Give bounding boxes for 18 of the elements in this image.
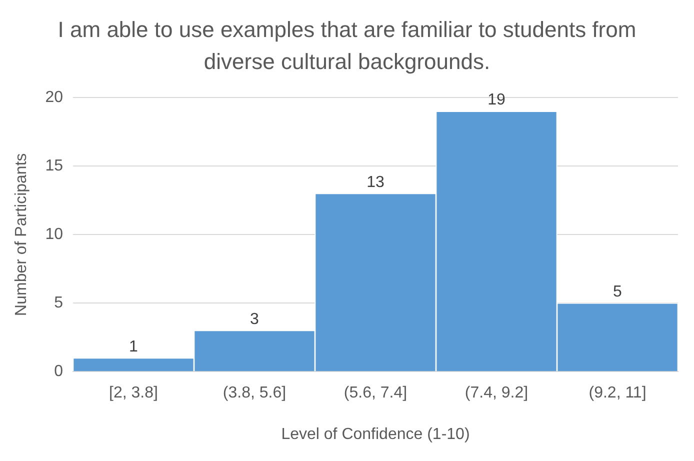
data-label: 19 xyxy=(488,92,506,109)
x-axis-title: Level of Confidence (1-10) xyxy=(281,426,470,443)
y-tick-label: 20 xyxy=(45,89,64,106)
y-tick-label: 0 xyxy=(54,363,64,380)
x-tick-label: (9.2, 11] xyxy=(588,384,646,402)
data-label: 5 xyxy=(613,284,622,301)
x-tick-label: [2, 3.8] xyxy=(109,384,158,402)
y-tick-label: 5 xyxy=(54,294,64,312)
data-label: 1 xyxy=(129,338,138,356)
y-tick-label: 10 xyxy=(45,226,64,244)
x-tick-label: (5.6, 7.4] xyxy=(344,384,408,402)
data-label: 3 xyxy=(250,310,260,328)
y-tick-label: 15 xyxy=(45,158,64,175)
x-tick-label: (7.4, 9.2] xyxy=(464,384,528,402)
chart-title: I am able to use examples that are familiar to students from diverse cultural backgrounds. xyxy=(56,16,638,76)
data-label: 13 xyxy=(366,174,384,191)
y-axis-title: Number of Participants xyxy=(13,153,30,316)
x-tick-label: (3.8, 5.6] xyxy=(222,384,286,402)
